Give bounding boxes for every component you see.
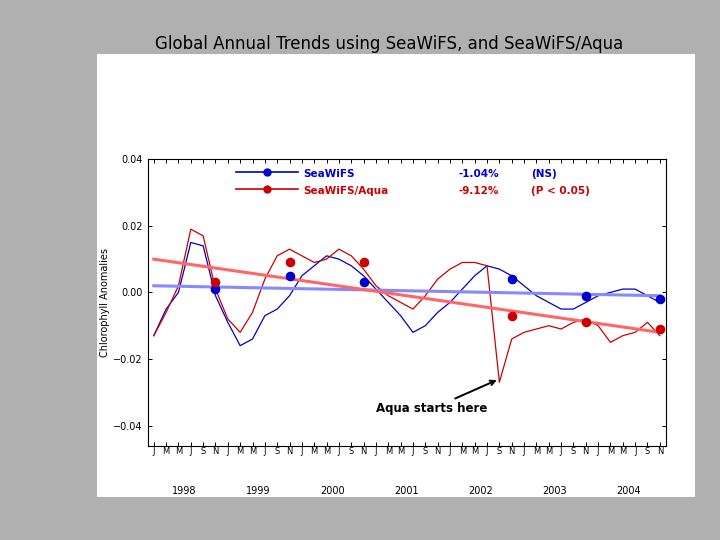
- Text: -1.04%: -1.04%: [459, 170, 499, 179]
- Text: 2002: 2002: [469, 485, 493, 496]
- Y-axis label: Chlorophyll Anomalies: Chlorophyll Anomalies: [100, 248, 110, 357]
- Text: 1999: 1999: [246, 485, 271, 496]
- Text: SeaWiFS: SeaWiFS: [303, 170, 355, 179]
- Text: SeaWiFS/Aqua: SeaWiFS/Aqua: [303, 186, 388, 197]
- Text: 2001: 2001: [395, 485, 419, 496]
- Text: 2004: 2004: [616, 485, 642, 496]
- Point: [506, 275, 518, 284]
- Text: Global Annual Trends using SeaWiFS, and SeaWiFS/Aqua: Global Annual Trends using SeaWiFS, and …: [155, 35, 623, 53]
- Point: [654, 325, 665, 333]
- Point: [654, 295, 665, 303]
- Text: 2000: 2000: [320, 485, 345, 496]
- Point: [284, 272, 295, 280]
- Text: 2003: 2003: [543, 485, 567, 496]
- Text: Aqua starts here: Aqua starts here: [376, 381, 495, 415]
- Text: -9.12%: -9.12%: [459, 186, 499, 197]
- Point: [358, 258, 369, 267]
- Point: [210, 278, 221, 287]
- Point: [284, 258, 295, 267]
- Point: [358, 278, 369, 287]
- Point: [580, 292, 592, 300]
- Point: [506, 312, 518, 320]
- Text: (P < 0.05): (P < 0.05): [531, 186, 590, 197]
- Point: [210, 285, 221, 293]
- Point: [580, 318, 592, 327]
- Text: (NS): (NS): [531, 170, 557, 179]
- Text: 1998: 1998: [172, 485, 197, 496]
